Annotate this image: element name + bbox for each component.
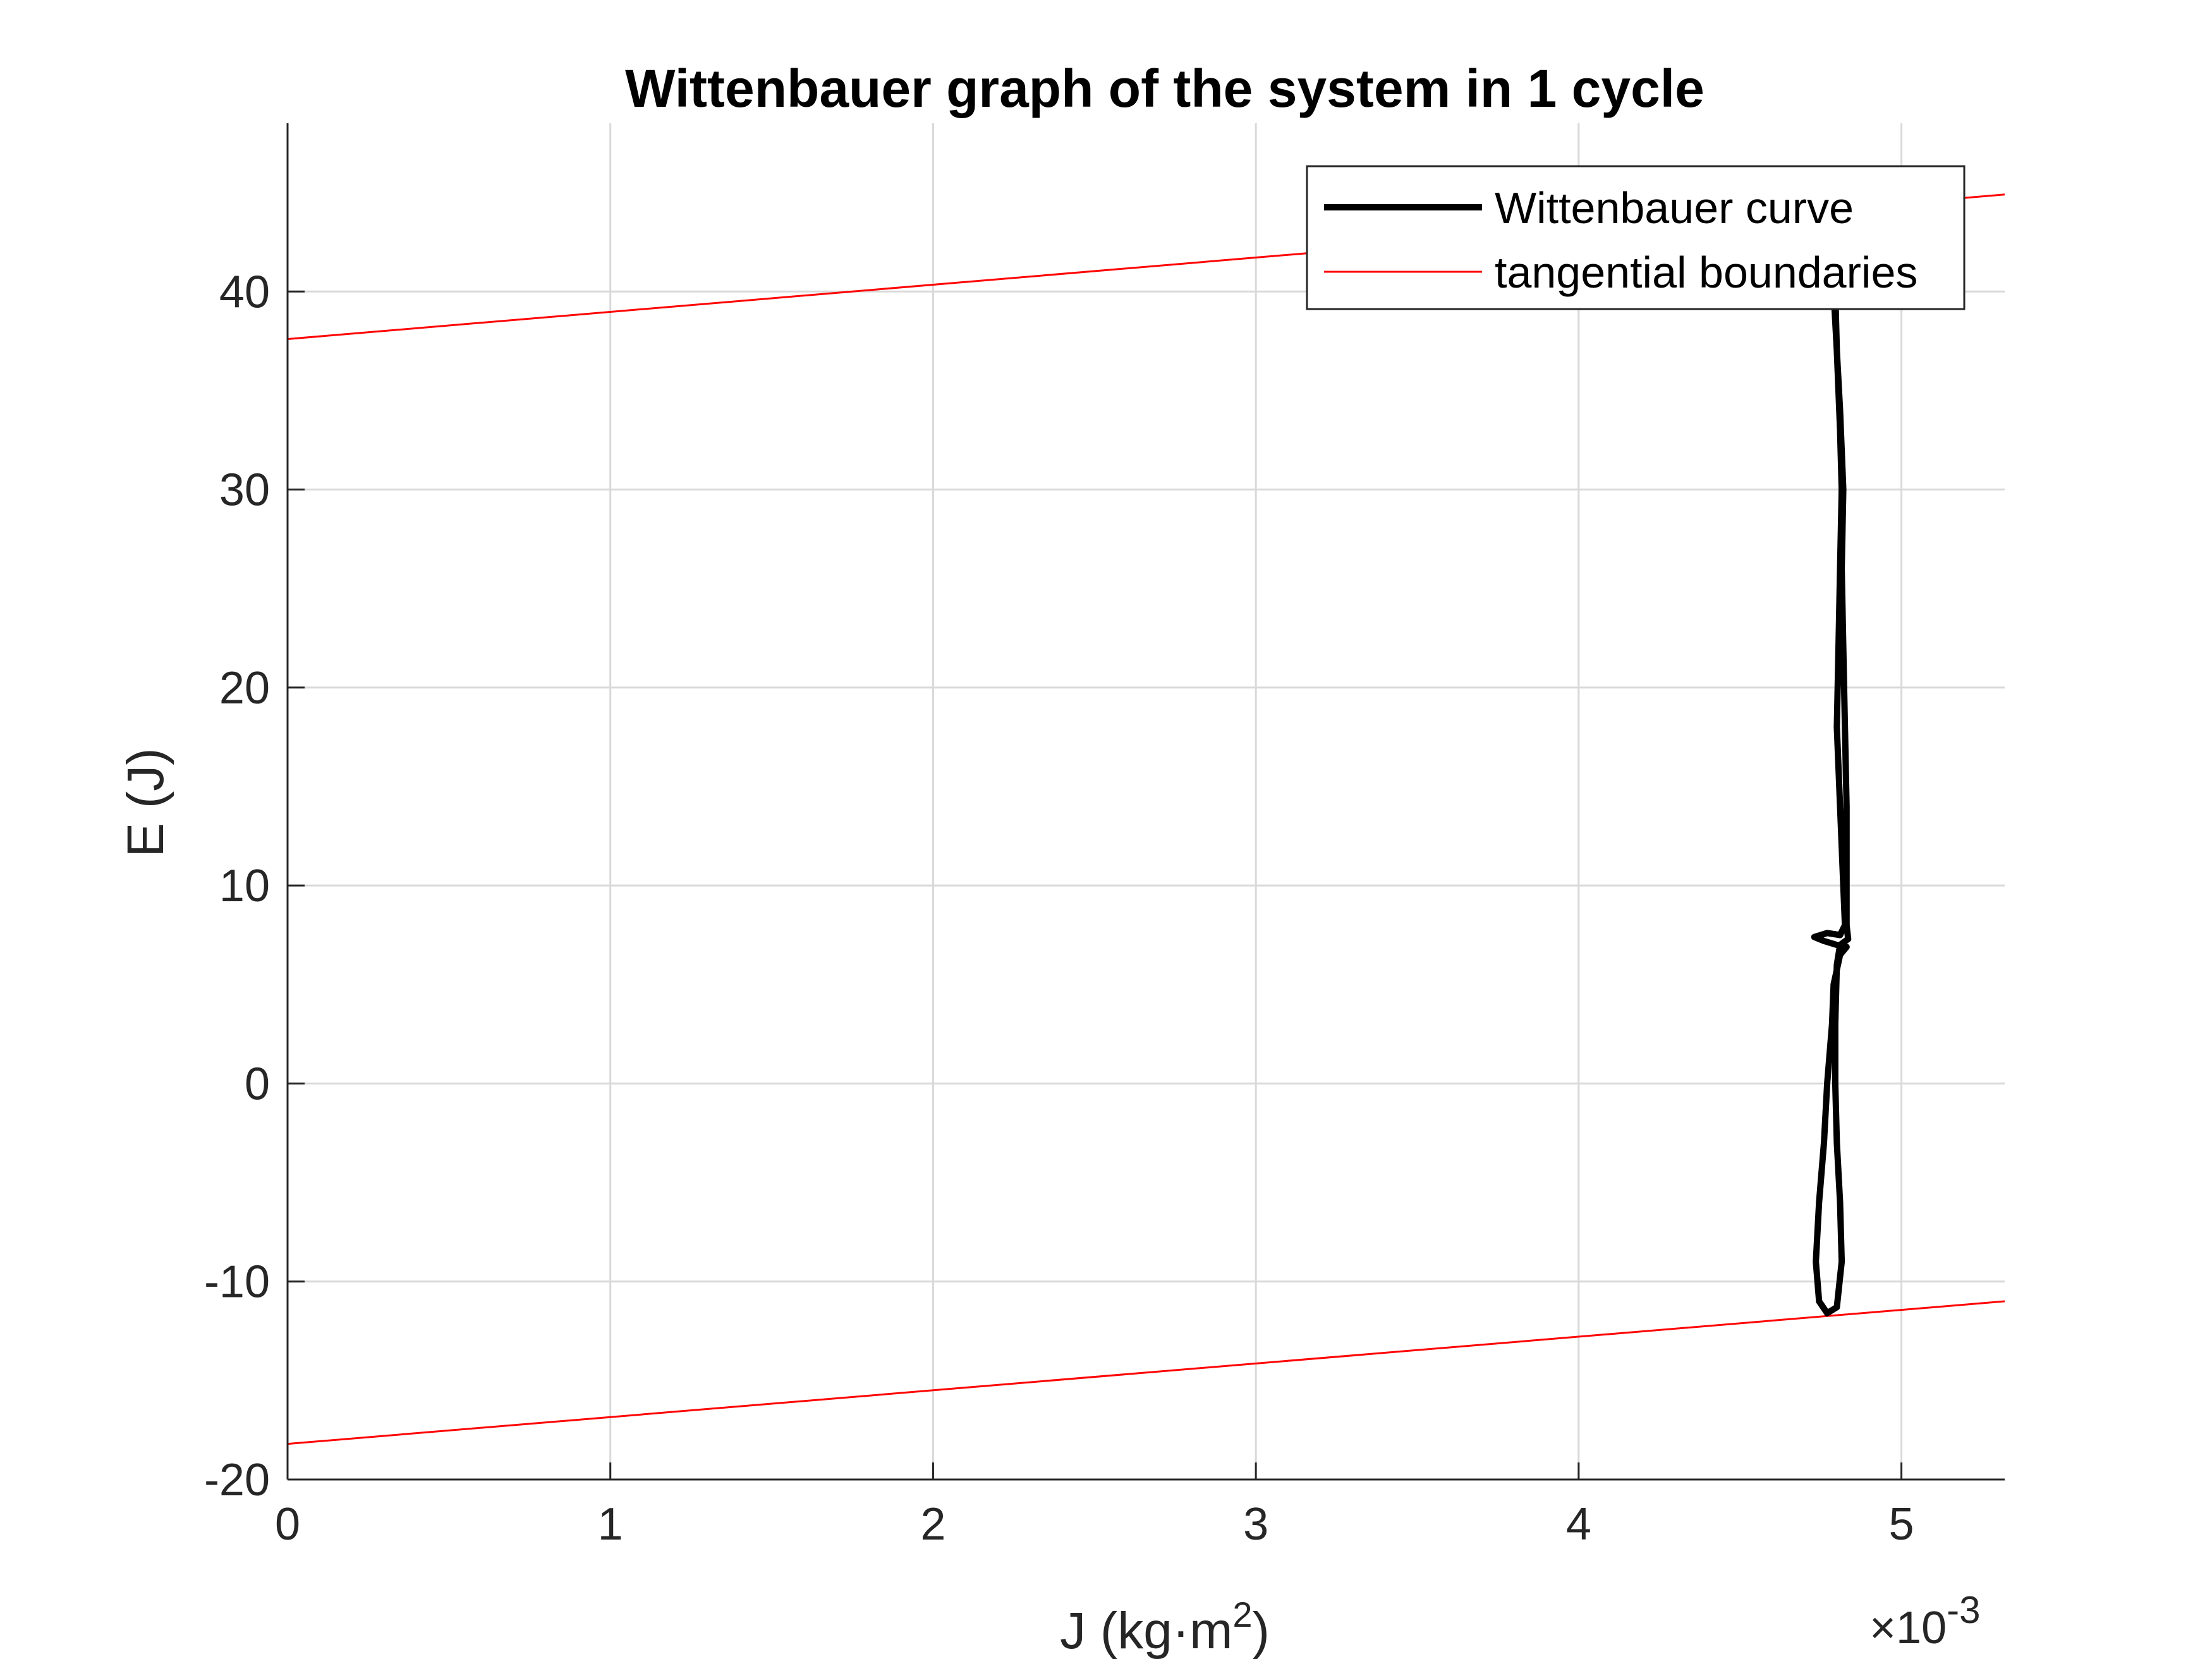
y-tick-label: 10: [219, 861, 270, 911]
y-tick-label: 40: [219, 267, 270, 317]
x-tick-label: 3: [1243, 1499, 1268, 1550]
x-axis-label-main: J (kg·m: [1060, 1602, 1232, 1659]
x-tick-label: 5: [1889, 1499, 1914, 1550]
y-tick-label: 20: [219, 663, 270, 714]
y-tick-label: 30: [219, 465, 270, 516]
lower-tangential-boundary-line: [288, 1300, 2005, 1445]
y-tick-label: -10: [204, 1257, 270, 1308]
legend-label-wittenbauer-curve: Wittenbauer curve: [1495, 183, 1854, 233]
y-tick-label: -20: [204, 1455, 270, 1505]
legend: Wittenbauer curve tangential boundaries: [1306, 165, 1966, 310]
y-axis-label: E (J): [117, 748, 174, 857]
legend-box: [1306, 165, 1966, 310]
tick-labels: 0 1 2 3 4 5 -20 -10 0 10 20 30 40: [204, 267, 1914, 1550]
legend-label-tangential-boundaries: tangential boundaries: [1495, 248, 1917, 297]
wittenbauer-curve-line: [1811, 288, 1852, 1316]
y-tick-label: 0: [245, 1059, 270, 1109]
x-axis-label-superscript: 2: [1232, 1595, 1252, 1634]
chart-title: Wittenbauer graph of the system in 1 cyc…: [625, 59, 1705, 118]
x-tick-label: 4: [1566, 1499, 1591, 1550]
x-axis-label-end: ): [1253, 1602, 1270, 1659]
x-tick-label: 1: [598, 1499, 623, 1550]
x-axis-label: J (kg·m2): [1060, 1595, 1270, 1659]
x-tick-label: 2: [920, 1499, 945, 1550]
axes: [286, 123, 2005, 1481]
x-axis-exponent-base: ×10: [1869, 1603, 1947, 1653]
x-axis-exponent: ×10-3: [1869, 1589, 1981, 1653]
x-axis-exponent-power: -3: [1947, 1589, 1980, 1631]
x-tick-label: 0: [275, 1499, 300, 1550]
